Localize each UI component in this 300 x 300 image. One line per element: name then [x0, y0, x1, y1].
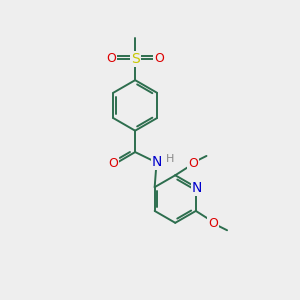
- Text: S: S: [131, 52, 140, 66]
- Text: H: H: [166, 154, 174, 164]
- Text: N: N: [152, 155, 162, 169]
- Text: O: O: [154, 52, 164, 65]
- Text: O: O: [208, 217, 218, 230]
- Text: O: O: [108, 158, 118, 170]
- Text: N: N: [192, 181, 202, 195]
- Text: O: O: [106, 52, 116, 65]
- Text: O: O: [188, 157, 198, 169]
